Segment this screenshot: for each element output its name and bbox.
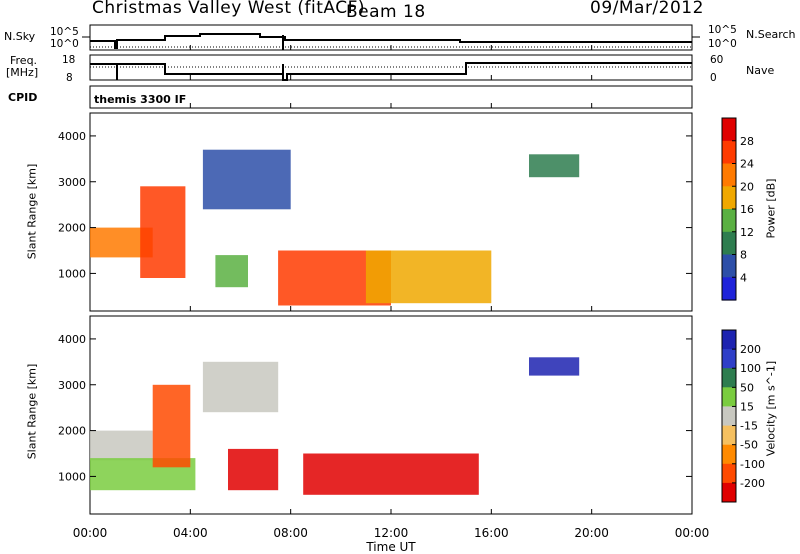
scatter-region-2: [140, 186, 186, 278]
x-axis-title: Time UT: [365, 540, 416, 554]
colorbar-segment-5: [722, 406, 736, 426]
y-tick-label-4000: 4000: [58, 333, 86, 346]
freq-tick-top: 18: [62, 54, 76, 66]
velocity-y-ticks: 1000 2000 3000 4000: [58, 333, 692, 483]
nsky-tick-top: 10^5: [50, 26, 79, 38]
cpid-value: themis 3300 IF: [94, 93, 187, 106]
colorbar-segment-3: [722, 368, 736, 388]
velocity-regions: [90, 357, 580, 495]
nsearch-tick-bottom: 10^0: [708, 38, 737, 50]
colorbar-tick-label-2: 24: [740, 158, 754, 171]
nave-tick-top: 60: [710, 54, 724, 66]
scatter-region-5: [365, 250, 492, 304]
colorbar-tick-label-1: 28: [740, 135, 754, 148]
colorbar-tick-label-1: 200: [740, 343, 761, 356]
x-ticks: 00:00 04:00 08:00 12:00 16:00 20:00 00:00: [73, 45, 710, 540]
x-tick-label-2: 08:00: [273, 526, 308, 540]
x-tick-label-6: 00:00: [675, 526, 710, 540]
x-tick-label-5: 20:00: [574, 526, 609, 540]
nave-tick-bottom: 0: [710, 72, 717, 84]
colorbar-tick-label-3: 50: [740, 381, 754, 394]
x-tick-label-0: 00:00: [73, 526, 108, 540]
scatter-region-7: [529, 154, 580, 178]
nsky-trace: [90, 33, 692, 49]
colorbar-segment-6: [722, 425, 736, 446]
colorbar-segment-6: [722, 231, 736, 256]
colorbar-segment-7: [722, 444, 736, 465]
colorbar-tick-label-3: 20: [740, 180, 754, 193]
x-tick-label-3: 12:00: [374, 526, 409, 540]
y-tick-label-2000: 2000: [58, 222, 86, 235]
x-tick-label-4: 16:00: [474, 526, 509, 540]
colorbar-tick-label-5: -15: [740, 420, 758, 433]
nsky-tick-bottom: 10^0: [50, 38, 79, 50]
freq-unit-label: [MHz]: [6, 66, 39, 79]
y-tick-label-1000: 1000: [58, 267, 86, 280]
colorbar-segment-4: [722, 387, 736, 407]
colorbar-segment-8: [722, 277, 736, 301]
scatter-region-3: [152, 384, 191, 468]
power-y-ticks: 1000 2000 3000 4000: [58, 130, 692, 280]
colorbar-tick-label-4: 16: [740, 203, 754, 216]
colorbar-segment-2: [722, 140, 736, 165]
colorbar-tick-label-6: 8: [740, 249, 747, 262]
scatter-region-6: [202, 361, 279, 413]
colorbar-segment-8: [722, 463, 736, 484]
colorbar-tick-label-8: -200: [740, 477, 765, 490]
y-tick-label-2000: 2000: [58, 425, 86, 438]
freq-trace: [90, 62, 692, 81]
colorbar-tick-label-7: -100: [740, 458, 765, 471]
velocity-colorbar: 200 100 50 15 -15 -50 -100 -200: [721, 329, 765, 503]
colorbar-segment-4: [722, 186, 736, 210]
colorbar-segment-7: [722, 254, 736, 278]
nsearch-tick-top: 10^5: [708, 24, 737, 36]
nave-label: Nave: [746, 64, 775, 77]
scatter-region-4: [228, 448, 279, 491]
y-tick-label-3000: 3000: [58, 379, 86, 392]
colorbar-segment-5: [722, 209, 736, 233]
scatter-region-3: [215, 255, 248, 288]
y-tick-label-3000: 3000: [58, 176, 86, 189]
colorbar-segment-9: [722, 482, 736, 503]
colorbar-segment-3: [722, 163, 736, 187]
colorbar-segment-1: [722, 118, 736, 142]
colorbar-tick-label-4: 15: [740, 400, 754, 413]
cpid-label: CPID: [8, 91, 38, 104]
freq-label: Freq.: [10, 54, 38, 67]
colorbar-segment-2: [722, 349, 736, 369]
colorbar-tick-label-2: 100: [740, 362, 761, 375]
station-title: Christmas Valley West (fitACF): [92, 0, 366, 18]
power-colorbar: 28 24 20 16 12 8 4: [721, 117, 754, 301]
x-tick-label-1: 04:00: [173, 526, 208, 540]
scatter-region-6: [202, 149, 291, 210]
scatter-region-1: [90, 430, 153, 461]
colorbar-frame: [721, 329, 737, 503]
nsky-label: N.Sky: [4, 30, 36, 43]
scatter-region-5: [303, 453, 479, 495]
date-label: 09/Mar/2012: [590, 0, 704, 18]
colorbar-tick-label-6: -50: [740, 439, 758, 452]
colorbar-segment-1: [722, 330, 736, 350]
scatter-region-7: [529, 357, 580, 376]
colorbar-tick-label-7: 4: [740, 271, 747, 284]
nsearch-label: N.Search: [746, 28, 796, 41]
power-regions: [90, 149, 580, 306]
freq-tick-bottom: 8: [66, 72, 73, 84]
y-tick-label-4000: 4000: [58, 130, 86, 143]
beam-label: Beam 18: [346, 2, 426, 22]
colorbar-tick-label-5: 12: [740, 226, 754, 239]
y-tick-label-1000: 1000: [58, 470, 86, 483]
